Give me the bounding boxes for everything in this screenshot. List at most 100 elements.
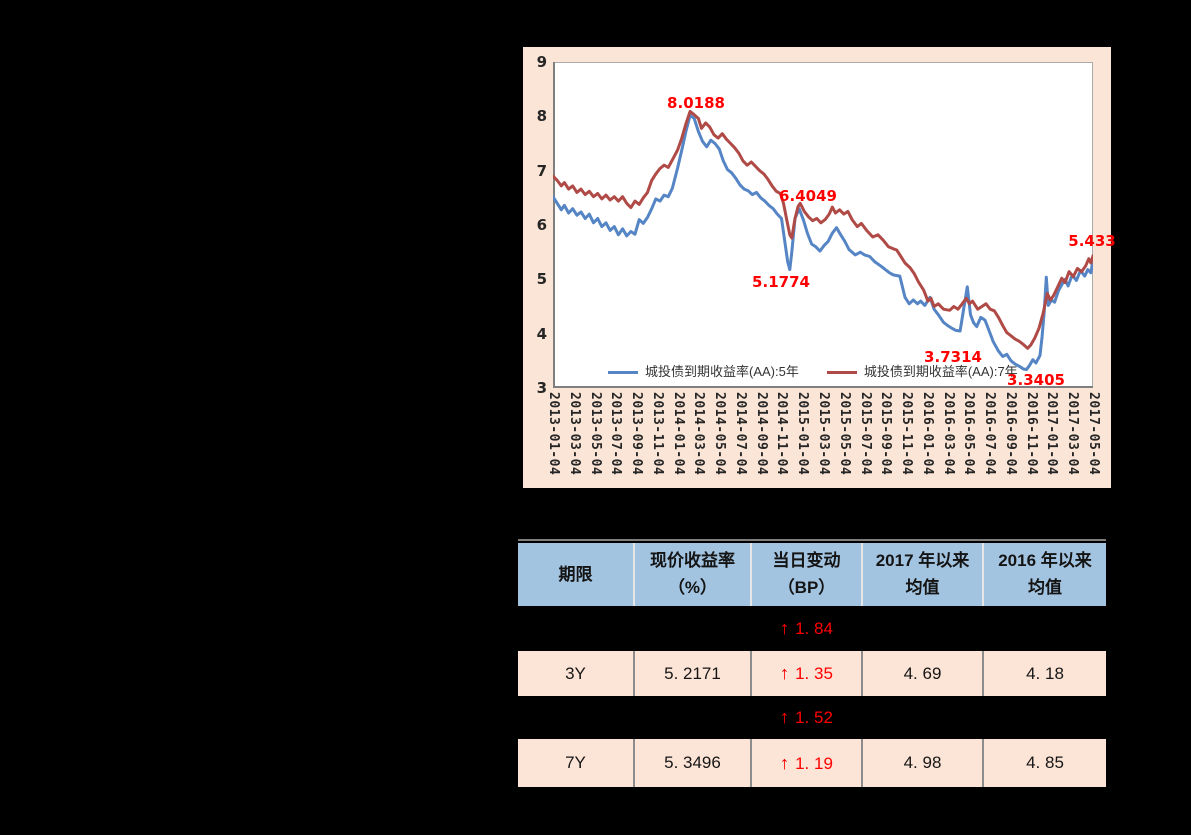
cell-yield (634, 696, 751, 739)
change-value: 1. 35 (795, 664, 833, 683)
x-axis-tick-label: 2016-07-04 (982, 392, 998, 476)
cell-avg2016 (983, 606, 1106, 651)
cell-change: ↑ 1. 84 (751, 606, 862, 651)
cell-avg2017 (862, 696, 983, 739)
data-point-label: 5.433 (1068, 232, 1116, 250)
x-axis-tick-label: 2014-11-04 (774, 392, 790, 476)
x-axis-tick-label: 2015-01-04 (795, 392, 811, 476)
col-header-text: 均值 (1028, 578, 1062, 597)
x-axis-tick-label: 2017-03-04 (1065, 392, 1081, 476)
table-header-row: 期限 现价收益率 （%） 当日变动 （BP） 2017 年以来 均值 (518, 543, 1106, 606)
x-axis-tick-label: 2013-03-04 (566, 392, 582, 476)
data-point-label: 8.0188 (667, 94, 725, 112)
x-axis-tick-label: 2014-09-04 (753, 392, 769, 476)
cell-avg2016 (983, 696, 1106, 739)
col-header-text: 2017 年以来 (875, 551, 970, 570)
x-axis-tick-label: 2013-11-04 (649, 392, 665, 476)
x-axis-tick-label: 2016-09-04 (1002, 392, 1018, 476)
cell-yield: 5. 3496 (634, 739, 752, 787)
x-axis-tick-label: 2013-07-04 (608, 392, 624, 476)
col-header-text: 期限 (558, 564, 593, 584)
plot-area: 8.0188 6.4049 5.1774 3.7314 3.3405 5.433 城投债到… (553, 62, 1116, 389)
legend-label: 城投债到期收益率(AA):5年 (645, 364, 799, 379)
y-axis-tick-label: 8 (536, 107, 547, 126)
cell-tenor: 7Y (518, 739, 635, 787)
cell-change: ↑ 1. 35 (751, 651, 863, 696)
y-axis-tick-label: 3 (536, 379, 547, 397)
legend-item-5y: 城投债到期收益率(AA):5年 (608, 364, 799, 380)
col-header-avg-2016: 2016 年以来 均值 (983, 543, 1106, 606)
x-axis-tick-label: 2014-01-04 (670, 392, 686, 476)
col-header-text: 2016 年以来 (998, 551, 1092, 570)
x-axis-tick-label: 2016-11-04 (1023, 392, 1039, 476)
col-header-yield: 现价收益率 （%） (634, 543, 752, 606)
y-axis-tick-label: 6 (536, 216, 547, 234)
x-axis-tick-label: 2015-11-04 (899, 392, 915, 476)
col-header-text: 当日变动 (772, 551, 841, 570)
cell-avg2017 (862, 606, 983, 651)
cell-avg2016: 4. 85 (1026, 753, 1064, 772)
x-axis-tick-label: 2013-09-04 (629, 392, 645, 476)
y-axis-tick-label: 5 (536, 270, 547, 289)
cell-tenor (518, 606, 634, 651)
cell-avg2016: 4. 18 (1026, 663, 1064, 683)
table-row: ↑ 1. 52 (518, 696, 1106, 739)
table-row: 7Y 5. 3496 ↑ 1. 19 4. 98 4. 85 (518, 739, 1106, 787)
y-axis-tick-label: 7 (536, 161, 547, 180)
change-value: 1. 84 (795, 619, 833, 638)
col-header-text: （%） (667, 578, 718, 597)
cell-yield: 5. 2171 (634, 651, 752, 696)
up-arrow-icon: ↑ (779, 707, 790, 727)
cell-tenor: 3Y (518, 651, 635, 696)
legend-item-7y: 城投债到期收益率(AA):7年 (826, 364, 1018, 380)
col-header-tenor: 期限 (518, 543, 635, 606)
col-header-change: 当日变动 （BP） (751, 543, 863, 606)
cell-yield (634, 606, 751, 651)
data-point-label: 3.3405 (1007, 371, 1065, 389)
series-line-5y (553, 113, 1093, 371)
legend-label: 城投债到期收益率(AA):7年 (863, 364, 1018, 379)
data-point-label: 5.1774 (752, 273, 810, 291)
x-axis-tick-label: 2013-01-04 (546, 392, 561, 476)
x-axis-tick-label: 2014-05-04 (712, 392, 728, 476)
x-axis-tick-label: 2015-09-04 (878, 392, 894, 476)
x-axis-tick-label: 2013-05-04 (587, 392, 603, 476)
series-lines (553, 62, 1093, 388)
col-header-avg-2017: 2017 年以来 均值 (862, 543, 984, 606)
y-axis-tick-label: 4 (536, 324, 547, 343)
chart-legend: 城投债到期收益率(AA):5年 城投债到期收益率(AA):7年 (608, 364, 1018, 380)
x-axis-tick-label: 2016-05-04 (961, 392, 977, 476)
rates-table: 期限 现价收益率 （%） 当日变动 （BP） 2017 年以来 均值 (518, 543, 1106, 787)
x-axis-tick-label: 2014-07-04 (732, 392, 748, 476)
x-axis-tick-label: 2017-01-04 (1044, 392, 1060, 476)
x-axis-tick-label: 2014-03-04 (691, 392, 707, 476)
yield-chart-panel: 9 8 7 6 5 4 3 8.0188 6.4049 5.1774 3.7314 3.3405 5.… (523, 47, 1116, 488)
up-arrow-icon: ↑ (779, 663, 790, 683)
table-row: ↑ 1. 84 (518, 606, 1106, 651)
data-point-label: 3.7314 (924, 348, 982, 366)
col-header-text: 均值 (905, 578, 940, 597)
cell-change: ↑ 1. 52 (751, 696, 862, 739)
col-header-text: 现价收益率 (650, 551, 735, 570)
col-header-text: （BP） (777, 578, 836, 597)
legend-line-swatch (608, 370, 638, 374)
change-value: 1. 52 (795, 708, 833, 727)
change-value: 1. 19 (795, 753, 833, 773)
x-axis-tick-label: 2015-03-04 (816, 392, 831, 476)
x-axis-tick-label: 2017-05-04 (1086, 392, 1101, 476)
cell-avg2017: 4. 98 (862, 739, 984, 787)
x-axis-tick-label: 2016-01-04 (919, 392, 935, 476)
table-row: 3Y 5. 2171 ↑ 1. 35 4. 69 4. 18 (518, 651, 1106, 696)
rates-table-panel: 期限 现价收益率 （%） 当日变动 （BP） 2017 年以来 均值 (518, 539, 1106, 787)
up-arrow-icon: ↑ (779, 752, 790, 773)
x-axis-tick-label: 2016-03-04 (940, 392, 956, 476)
x-axis-tick-label: 2015-05-04 (836, 392, 852, 476)
cell-tenor (518, 696, 634, 739)
x-axis-tick-label: 2015-07-04 (857, 392, 873, 476)
series-line-7y (553, 109, 1093, 350)
y-axis-tick-label: 9 (536, 53, 547, 71)
legend-line-swatch (826, 370, 857, 374)
up-arrow-icon: ↑ (779, 618, 790, 638)
data-point-label: 6.4049 (779, 187, 837, 205)
